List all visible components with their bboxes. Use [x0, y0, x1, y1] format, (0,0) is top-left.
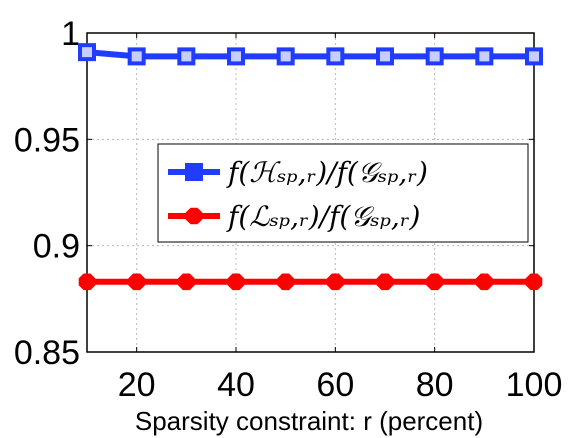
ticks: 20 40 60 80 100 0.85 0.9 0.95 1: [14, 15, 563, 404]
series-1: [78, 43, 543, 66]
x-tick-label: 100: [506, 366, 563, 404]
data-point-center: [429, 51, 440, 62]
data-point-center: [330, 51, 341, 62]
legend-label: f(ℒₛₚ,ᵣ)/f(𝒢ₛₚ,ᵣ): [226, 200, 420, 233]
grid: [87, 33, 534, 352]
series-2: [78, 273, 543, 291]
x-tick-label: 80: [416, 366, 454, 404]
x-tick-label: 40: [217, 366, 255, 404]
legend-marker: [185, 163, 203, 181]
data-point-center: [82, 47, 92, 58]
legend-marker: [185, 207, 203, 225]
data-point-center: [479, 51, 490, 62]
data-point: [376, 273, 394, 291]
data-point: [426, 273, 443, 291]
x-tick-label: 20: [118, 366, 156, 404]
data-point: [277, 273, 294, 291]
data-point: [178, 273, 195, 291]
legend: f(ℋₛₚ,ᵣ)/f(𝒢ₛₚ,ᵣ) f(ℒₛₚ,ᵣ)/f(𝒢ₛₚ,ᵣ): [157, 143, 529, 243]
data-point: [525, 273, 543, 291]
y-tick-label: 0.85: [14, 334, 80, 372]
y-tick-label: 1: [61, 15, 80, 53]
data-point-center: [280, 51, 291, 62]
data-point: [327, 273, 344, 291]
data-point: [476, 273, 493, 291]
plot-area: [86, 32, 535, 353]
series-group: [78, 43, 543, 291]
data-point-center: [529, 51, 539, 62]
data-point-center: [131, 51, 142, 62]
y-tick-label: 0.9: [33, 228, 80, 266]
legend-box: [157, 143, 529, 243]
data-point: [78, 273, 96, 291]
data-point-center: [231, 51, 241, 62]
x-axis-title: Sparsity constraint: r (percent): [135, 406, 483, 436]
legend-label: f(ℋₛₚ,ᵣ)/f(𝒢ₛₚ,ᵣ): [226, 156, 428, 189]
data-point-center: [181, 51, 192, 62]
series-line: [86, 49, 534, 60]
data-point: [128, 273, 145, 291]
data-point: [227, 273, 245, 291]
x-tick-label: 60: [316, 366, 354, 404]
data-point-center: [380, 51, 390, 62]
y-tick-label: 0.95: [14, 121, 80, 159]
